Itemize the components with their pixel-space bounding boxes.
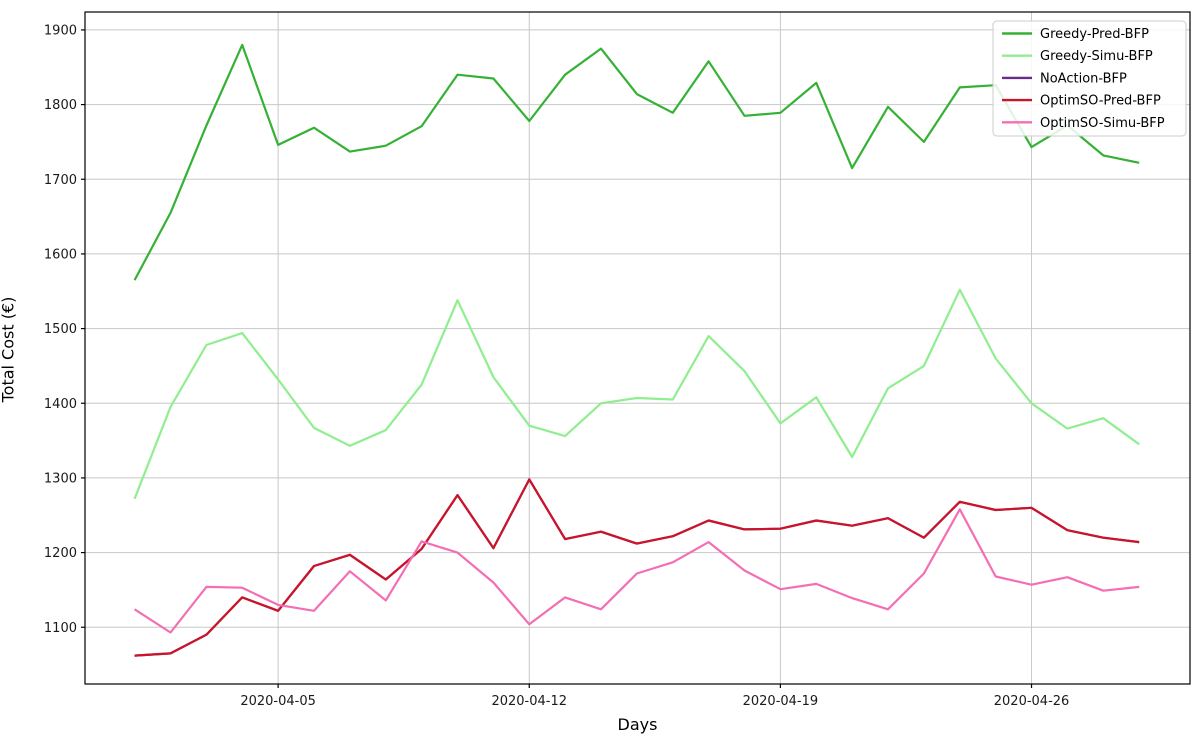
x-axis-label: Days [617,715,658,734]
y-tick-label: 1200 [44,546,77,561]
y-tick-label: 1500 [44,322,77,337]
legend-label-greedy-simu-bfp: Greedy-Simu-BFP [1040,49,1153,64]
y-tick-label: 1600 [44,247,77,262]
series-line-optimso-pred-bfp [134,478,1140,657]
series-line-optimso-simu-bfp [134,508,1140,634]
y-tick-label: 1400 [44,397,77,412]
x-tick-label: 2020-04-05 [240,694,316,709]
legend-label-optimso-pred-bfp: OptimSO-Pred-BFP [1040,94,1161,109]
legend-box [992,20,1187,137]
plot-border [84,11,1191,685]
y-tick-label: 1900 [44,23,77,38]
x-tick-label: 2020-04-12 [491,694,567,709]
x-tick-label: 2020-04-19 [743,694,819,709]
series-line-noaction-bfp [134,478,1140,657]
y-tick-label: 1700 [44,173,77,188]
series-line-greedy-simu-bfp [133,288,1140,500]
series-line-greedy-pred-bfp [133,43,1140,281]
x-tick-label: 2020-04-26 [994,694,1070,709]
y-tick-label: 1100 [44,621,77,636]
y-axis-label: Total Cost (€) [0,296,18,403]
legend-label-greedy-pred-bfp: Greedy-Pred-BFP [1040,27,1149,42]
legend-label-noaction-bfp: NoAction-BFP [1040,71,1127,86]
y-tick-label: 1300 [44,471,77,486]
y-tick-label: 1800 [44,98,77,113]
legend-label-optimso-simu-bfp: OptimSO-Simu-BFP [1040,116,1165,131]
